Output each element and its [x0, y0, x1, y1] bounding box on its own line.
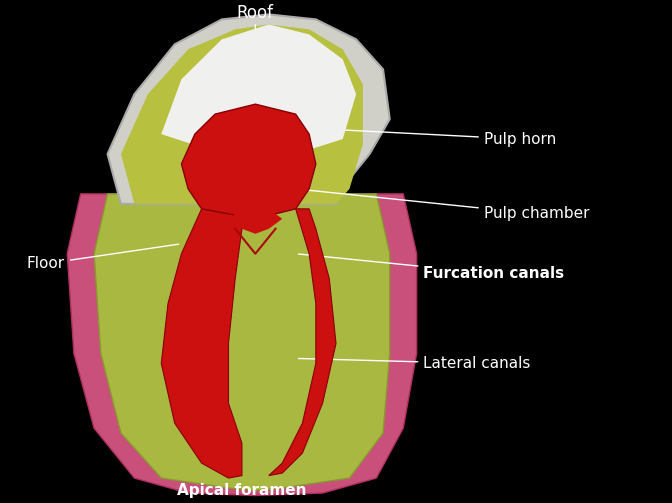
- Text: Roof: Roof: [237, 4, 274, 22]
- Text: Pulp horn: Pulp horn: [231, 124, 556, 146]
- Text: Apical foramen: Apical foramen: [177, 483, 306, 498]
- Polygon shape: [269, 209, 336, 475]
- Polygon shape: [161, 24, 356, 154]
- Polygon shape: [161, 209, 242, 478]
- Text: Lateral canals: Lateral canals: [298, 356, 531, 371]
- Polygon shape: [228, 209, 282, 234]
- Text: Pulp chamber: Pulp chamber: [298, 189, 589, 221]
- Polygon shape: [121, 24, 363, 204]
- Text: Furcation canals: Furcation canals: [298, 254, 564, 281]
- Text: Floor: Floor: [27, 244, 179, 271]
- Polygon shape: [67, 194, 417, 495]
- Polygon shape: [94, 194, 390, 490]
- Polygon shape: [181, 104, 316, 219]
- Polygon shape: [108, 15, 390, 204]
